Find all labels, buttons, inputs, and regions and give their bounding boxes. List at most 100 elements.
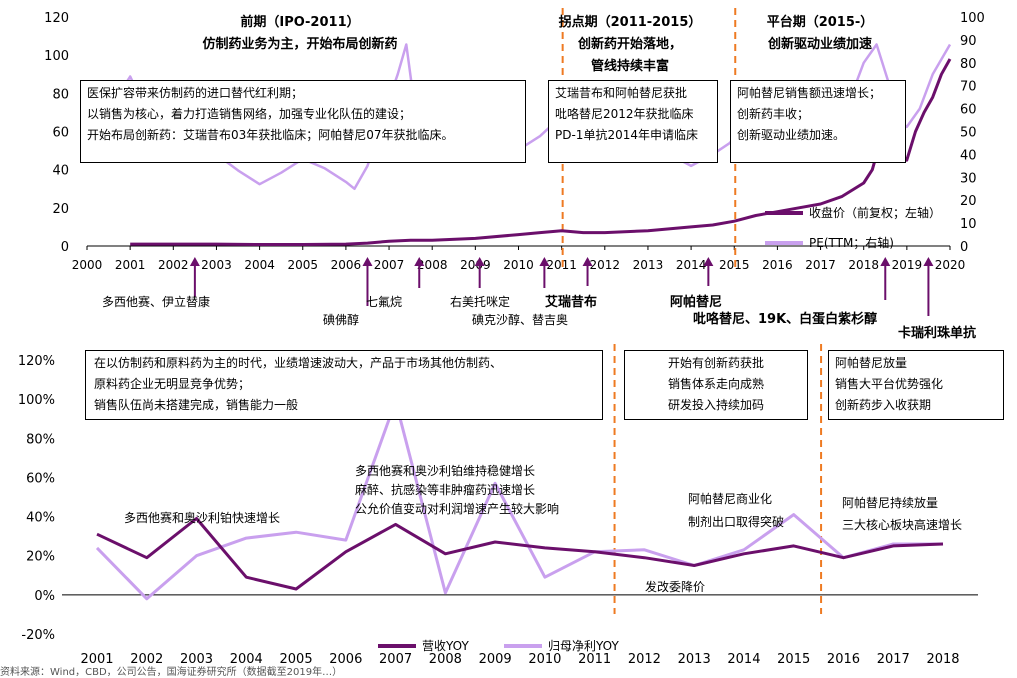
y-right-tick-label: 30 <box>960 171 977 186</box>
bottom-annotation-block: 阿帕替尼持续放量 三大核心板块高速增长 <box>842 492 962 536</box>
bottom-note-line: 销售体系走向成熟 <box>667 377 764 391</box>
x-tick-label: 2010 <box>528 652 561 667</box>
period-heading: 平台期（2015-） <box>766 15 874 30</box>
event-arrow-head <box>362 257 373 266</box>
event-arrow-head <box>474 257 485 266</box>
y-tick-label: 0% <box>34 589 55 604</box>
event-label: 七氟烷 <box>366 295 403 309</box>
x-tick-label: 2002 <box>158 258 189 272</box>
top-note-line: PD-1单抗2014年申请临床 <box>555 128 698 142</box>
bottom-annotation: 麻醉、抗感染等非肿瘤药迅速增长 <box>355 483 536 497</box>
top-note-box-inflection: 艾瑞昔布和阿帕替尼获批 吡咯替尼2012年获批临床 PD-1单抗2014年申请临… <box>548 80 718 163</box>
x-tick-label: 2012 <box>590 258 621 272</box>
x-tick-label: 2018 <box>926 652 959 667</box>
bottom-note-line: 销售大平台优势强化 <box>835 377 944 391</box>
x-tick-label: 2013 <box>633 258 664 272</box>
top-note-line: 医保扩容带来仿制药的进口替代红利期； <box>87 86 304 100</box>
bottom-growth-chart: -20% 0% 20% 40% 60% 80% 100% 120% 2001 2002 2003 20… <box>18 344 978 667</box>
x-tick-label: 2007 <box>374 258 405 272</box>
x-tick-label: 2016 <box>762 258 793 272</box>
x-tick-label: 2001 <box>80 652 113 667</box>
event-label: 艾瑞昔布 <box>545 295 598 310</box>
y-right-tick-label: 70 <box>960 80 977 95</box>
y-left-tick-label: 120 <box>44 11 69 26</box>
y-left-tick-label: 40 <box>52 164 69 179</box>
x-tick-label: 2005 <box>280 652 313 667</box>
y-left-tick-label: 20 <box>52 202 69 217</box>
y-left-tick-label: 60 <box>52 126 69 141</box>
event-arrow-head <box>582 257 593 266</box>
y-left-tick-label: 80 <box>52 87 69 102</box>
y-tick-label: 60% <box>26 471 55 486</box>
x-tick-label: 2005 <box>287 258 318 272</box>
bottom-annotation: 多西他赛和奥沙利铂快速增长 <box>124 511 281 525</box>
y-right-tick-label: 80 <box>960 57 977 72</box>
y-left-tick-label: 100 <box>44 49 69 64</box>
x-tick-label: 2009 <box>479 652 512 667</box>
bottom-note-box-platform: 阿帕替尼放量 销售大平台优势强化 创新药步入收获期 <box>828 350 1004 420</box>
y-right-tick-label: 50 <box>960 126 977 141</box>
top-note-line: 阿帕替尼销售额迅速增长； <box>737 86 882 100</box>
event-label: 吡咯替尼、19K、白蛋白紫杉醇 <box>693 312 878 327</box>
legend-swatch-dark <box>765 210 803 215</box>
x-tick-label: 2006 <box>329 652 362 667</box>
y-tick-label: 120% <box>18 354 55 369</box>
bottom-note-line: 销售队伍尚未搭建完成，销售能力一般 <box>94 398 299 412</box>
y-right-tick-label: 40 <box>960 148 977 163</box>
y-right-tick-label: 60 <box>960 103 977 118</box>
y-right-tick-label: 20 <box>960 194 977 209</box>
event-label: 阿帕替尼 <box>670 295 723 310</box>
x-tick-label: 2014 <box>727 652 760 667</box>
x-tick-label: 2017 <box>877 652 910 667</box>
event-arrow-head <box>703 257 714 266</box>
y-tick-label: 80% <box>26 432 55 447</box>
y-tick-label: 100% <box>18 393 55 408</box>
x-tick-label: 2004 <box>244 258 275 272</box>
legend-label: 收盘价（前复权；左轴） <box>809 206 942 220</box>
x-tick-label: 2018 <box>848 258 879 272</box>
x-tick-label: 2017 <box>805 258 836 272</box>
x-tick-label: 2008 <box>429 652 462 667</box>
event-label: 碘佛醇 <box>323 313 360 327</box>
top-legend-pe: PE(TTM；右轴) <box>765 234 894 251</box>
legend-swatch-light <box>504 643 542 648</box>
y-right-tick-label: 100 <box>960 11 985 26</box>
bottom-note-line: 开始有创新药获批 <box>667 356 764 370</box>
top-note-box-platform: 阿帕替尼销售额迅速增长； 创新药丰收； 创新驱动业绩加速。 <box>730 80 906 163</box>
period-subtitle: 创新药开始落地， <box>577 37 682 52</box>
bottom-legend-revenue: 营收YOY <box>378 637 469 654</box>
legend-swatch-light <box>765 240 803 245</box>
x-tick-label: 2004 <box>230 652 263 667</box>
bottom-annotation-block: 多西他赛和奥沙利铂维持稳健增长 麻醉、抗感染等非肿瘤药迅速增长 公允价值变动对利… <box>355 462 559 519</box>
bottom-annotation: 发改委降价 <box>645 580 706 594</box>
period-title-inflection: 拐点期（2011-2015） 创新药开始落地， 管线持续丰富 <box>540 12 720 78</box>
x-tick-label: 2003 <box>180 652 213 667</box>
event-arrow-head <box>189 257 200 266</box>
bottom-annotation: 阿帕替尼持续放量 <box>842 496 939 510</box>
y-tick-label: -20% <box>21 628 55 643</box>
legend-swatch-dark <box>378 643 416 648</box>
x-tick-label: 2010 <box>503 258 534 272</box>
event-label: 卡瑞利珠单抗 <box>898 326 977 341</box>
bottom-annotation: 阿帕替尼商业化 <box>688 492 773 506</box>
x-tick-label: 2007 <box>379 652 412 667</box>
y-right-tick-label: 10 <box>960 217 977 232</box>
event-arrow-head <box>414 257 425 266</box>
event-arrow-head <box>539 257 550 266</box>
x-tick-label: 2014 <box>676 258 707 272</box>
top-note-line: 创新驱动业绩加速。 <box>737 128 846 142</box>
x-tick-label: 2012 <box>628 652 661 667</box>
bottom-period-dividers <box>613 344 823 614</box>
top-note-line: 创新药丰收； <box>737 107 810 121</box>
x-tick-label: 2019 <box>892 258 923 272</box>
bottom-note-box-inflection: 开始有创新药获批 销售体系走向成熟 研发投入持续加码 <box>624 350 808 420</box>
bottom-annotation: 多西他赛和奥沙利铂维持稳健增长 <box>355 464 536 478</box>
y-right-tick-label: 0 <box>960 240 968 255</box>
bottom-chart-axes: -20% 0% 20% 40% 60% 80% 100% 120% 2001 2002 2003 20… <box>18 354 978 667</box>
x-tick-label: 2000 <box>72 258 103 272</box>
period-title-early: 前期（IPO-2011） 仿制药业务为主，开始布局创新药 <box>150 12 450 56</box>
event-label: 碘克沙醇、替吉奥 <box>472 313 569 327</box>
period-heading: 拐点期（2011-2015） <box>558 15 702 30</box>
top-note-line: 艾瑞昔布和阿帕替尼获批 <box>555 86 688 100</box>
period-subtitle: 创新驱动业绩加速 <box>767 37 872 52</box>
